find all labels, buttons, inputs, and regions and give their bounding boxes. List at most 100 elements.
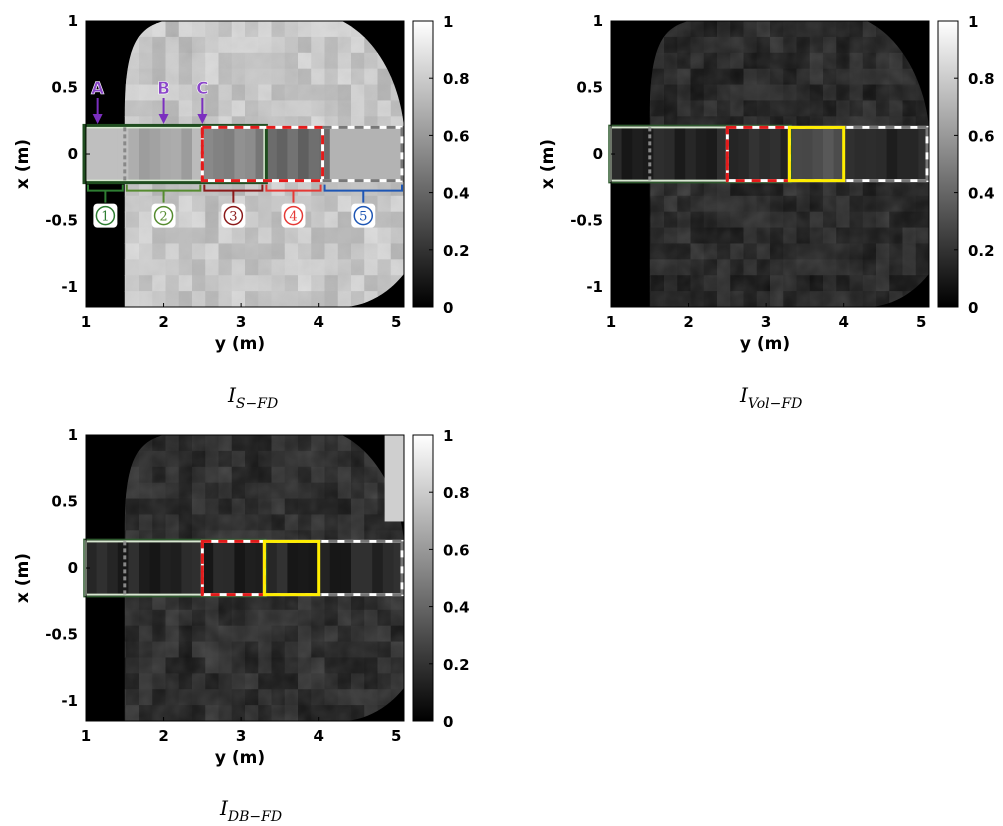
tunnel-cell xyxy=(738,127,750,181)
tunnel-cell xyxy=(685,127,697,181)
colorbar xyxy=(937,20,959,308)
colorbar-tick-label: 0.4 xyxy=(443,185,470,203)
tunnel-cell xyxy=(276,127,288,181)
tunnel-interior xyxy=(86,127,405,181)
y-tick-label: 0 xyxy=(593,145,603,163)
y-tick-label: -1 xyxy=(61,278,78,296)
tunnel-cell xyxy=(96,127,108,181)
tunnel-cell xyxy=(245,541,257,595)
tunnel-cell xyxy=(287,541,299,595)
extension-box-grey xyxy=(322,125,404,183)
x-tick-label: 4 xyxy=(313,727,323,745)
x-tick-label: 5 xyxy=(391,727,401,745)
tunnel-cell xyxy=(372,127,384,181)
x-tick-label: 4 xyxy=(838,313,848,331)
y-axis-label: x (m) xyxy=(538,139,558,189)
colorbar-tick-label: 0.8 xyxy=(968,70,995,88)
colorbar-tick-label: 0 xyxy=(968,299,978,317)
region-brace-5 xyxy=(323,184,403,203)
tunnel-cell xyxy=(117,127,129,181)
tunnel-cell xyxy=(149,541,161,595)
tunnel-cell xyxy=(351,127,363,181)
tunnel-cell xyxy=(664,127,676,181)
tunnel-cell xyxy=(255,541,267,595)
tunnel-cell xyxy=(160,127,172,181)
tunnel-cell xyxy=(308,541,320,595)
x-axis-label: y (m) xyxy=(740,334,790,354)
x-tick-label: 3 xyxy=(761,313,771,331)
tunnel-cell xyxy=(351,541,363,595)
caption-s-fd: IS−FD xyxy=(227,383,278,412)
region-brace-4 xyxy=(265,184,322,203)
tunnel-cell xyxy=(632,127,644,181)
tunnel-cell xyxy=(770,127,782,181)
y-tick-label: -0.5 xyxy=(570,212,603,230)
x-tick-label: 1 xyxy=(81,727,91,745)
region-label-1: 1 xyxy=(101,210,109,225)
colorbar xyxy=(412,20,434,308)
tunnel-cell xyxy=(245,127,257,181)
defect-box-red xyxy=(200,125,325,183)
tunnel-cell xyxy=(319,127,331,181)
tunnel-cell xyxy=(319,541,331,595)
heatmap-panel-db-fd: 1 2 3 4 5 1 0.5 0 -0.5 -1 y (m) x (m) 1 0.8 0.6 0.4 0.2 0 xyxy=(13,426,470,768)
arrow-head xyxy=(197,114,208,124)
heatmap-panel-vol-fd: 1 2 3 4 5 1 0.5 0 -0.5 -1 y (m) x (m) 1 0.8 0.6 0.4 0.2 0 xyxy=(538,12,995,354)
tunnel-cell xyxy=(181,541,193,595)
tunnel-cell xyxy=(202,541,214,595)
x-tick-label: 5 xyxy=(916,313,926,331)
tunnel-cell xyxy=(372,541,384,595)
region-label-3: 3 xyxy=(229,210,237,225)
y-tick-label: -1 xyxy=(61,692,78,710)
tunnel-cell xyxy=(223,541,235,595)
tunnel-cell xyxy=(192,541,204,595)
tunnel-cell xyxy=(149,127,161,181)
caption-vol-fd: IVol−FD xyxy=(739,383,802,412)
colorbar-tick-label: 0.2 xyxy=(443,656,470,674)
tunnel-cell xyxy=(170,127,182,181)
tunnel-cell xyxy=(96,541,108,595)
y-tick-label: 0.5 xyxy=(576,79,603,97)
arrow-head xyxy=(92,114,103,124)
region-brace-2 xyxy=(125,184,202,203)
tunnel-outline-outer xyxy=(83,538,268,598)
y-tick-label: -0.5 xyxy=(45,212,78,230)
tunnel-cell xyxy=(329,541,341,595)
colorbar-tick-label: 0.8 xyxy=(443,70,470,88)
axes-frame xyxy=(85,20,405,308)
tunnel-cell xyxy=(223,127,235,181)
arrow-label-b: B xyxy=(157,79,170,99)
bright-edge xyxy=(384,435,404,522)
tunnel-cell xyxy=(202,127,214,181)
tunnel-cell xyxy=(107,127,119,181)
x-tick-label: 2 xyxy=(158,313,168,331)
region-label-2: 2 xyxy=(159,210,167,225)
tunnel-cell xyxy=(897,127,909,181)
y-tick-label: 1 xyxy=(68,426,78,444)
tunnel-cell xyxy=(128,541,140,595)
tunnel-cell xyxy=(642,127,654,181)
y-tick-label: 1 xyxy=(68,12,78,30)
tunnel-cell xyxy=(653,127,665,181)
y-axis-label: x (m) xyxy=(13,553,33,603)
tunnel-cell xyxy=(812,127,824,181)
tunnel-cell xyxy=(117,541,129,595)
tunnel-cell xyxy=(329,127,341,181)
tunnel-cell xyxy=(854,127,866,181)
tunnel-cell xyxy=(266,541,278,595)
colorbar-tick-label: 0.6 xyxy=(968,127,995,145)
y-tick-label: 0 xyxy=(68,145,78,163)
tunnel-cell xyxy=(287,127,299,181)
region-brace-1 xyxy=(87,184,124,203)
colorbar-tick-label: 0.8 xyxy=(443,484,470,502)
colorbar-tick-label: 0.2 xyxy=(968,242,995,260)
tunnel-cell xyxy=(918,127,930,181)
highlight-box xyxy=(787,125,846,183)
caption-db-fd: IDB−FD xyxy=(219,796,282,821)
tunnel-cell xyxy=(886,127,898,181)
tunnel-cell xyxy=(139,127,151,181)
colorbar-tick-label: 0.4 xyxy=(968,185,995,203)
tunnel-cell xyxy=(876,127,888,181)
tunnel-cell xyxy=(801,127,813,181)
